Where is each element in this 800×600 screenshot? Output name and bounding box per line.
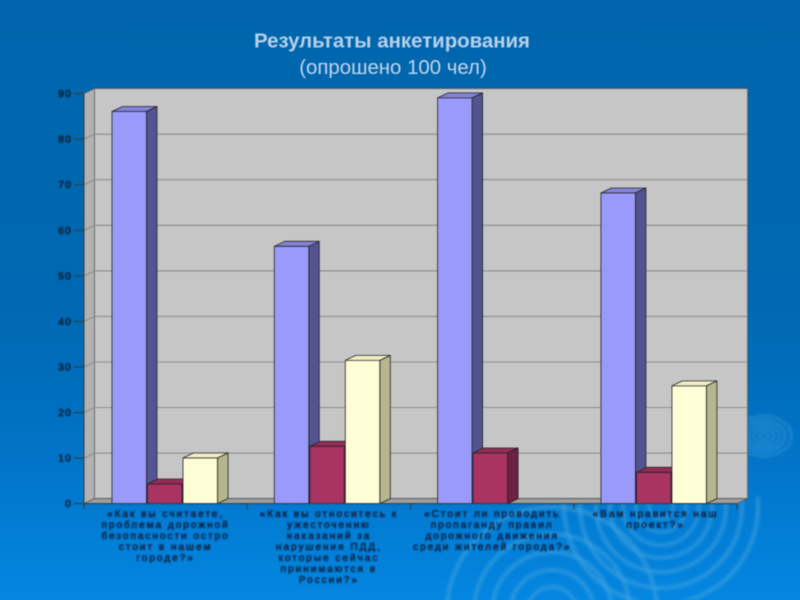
svg-text:30: 30 — [58, 363, 72, 374]
svg-text:40: 40 — [58, 317, 72, 328]
svg-text:0: 0 — [65, 499, 72, 510]
svg-text:(опрошено 100 чел): (опрошено 100 чел) — [299, 57, 486, 79]
svg-text:10: 10 — [58, 454, 72, 465]
svg-text:90: 90 — [58, 89, 72, 100]
svg-text:Результаты анкетирования: Результаты анкетирования — [254, 31, 530, 53]
svg-text:70: 70 — [58, 180, 72, 191]
svg-text:20: 20 — [58, 408, 72, 419]
svg-text:60: 60 — [58, 226, 72, 237]
svg-text:50: 50 — [58, 271, 72, 282]
svg-text:«Как вы считаете,проблема доро: «Как вы считаете, проблема дорожной безопа… — [101, 509, 229, 564]
svg-text:80: 80 — [58, 135, 72, 146]
